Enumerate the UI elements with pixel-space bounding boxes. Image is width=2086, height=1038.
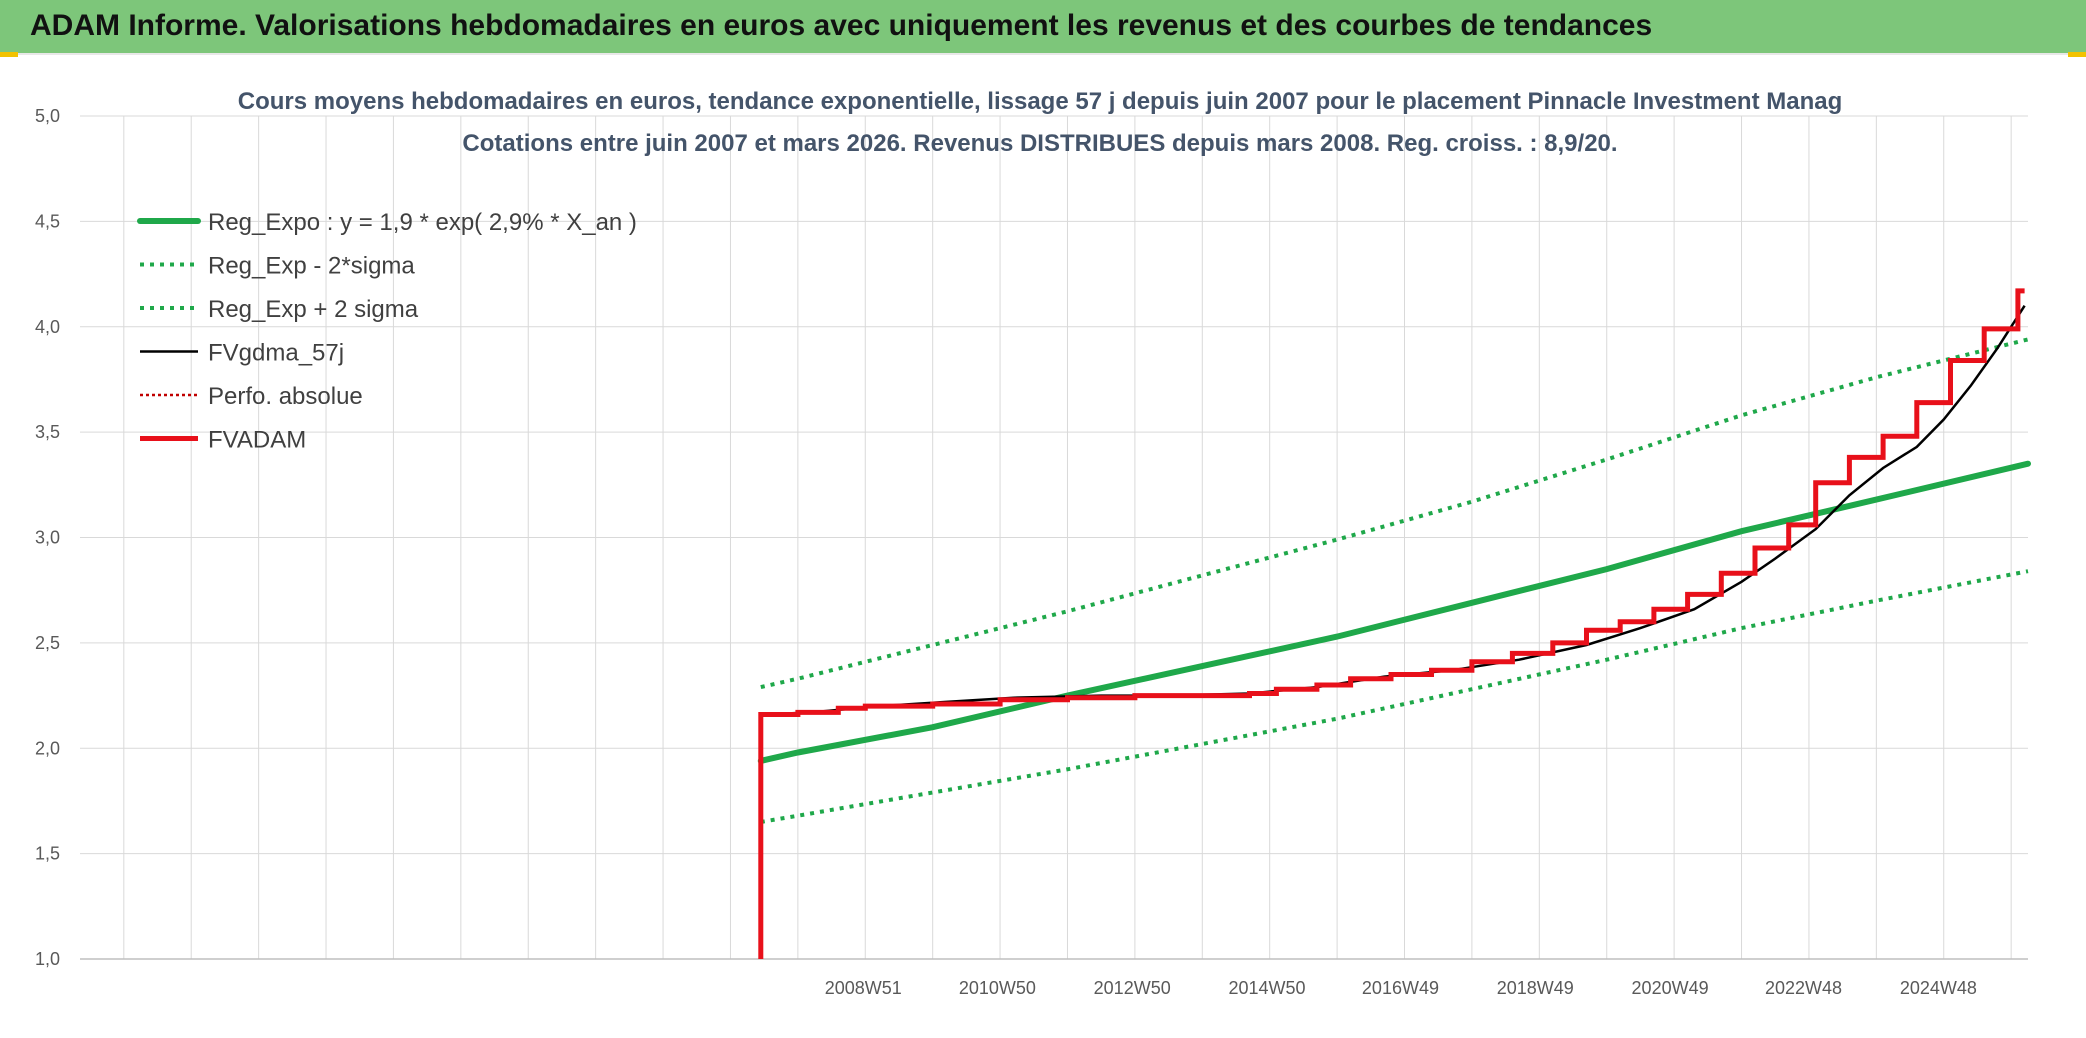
axes: 1,0 1,5 2,0 2,5 3,0 3,5 4,0 4,5 5,0 2008W51 2010W5…	[35, 106, 2028, 998]
legend-label: Reg_Exp + 2 sigma	[208, 296, 419, 323]
x-tick-label: 2008W51	[825, 978, 902, 998]
header-bar: ADAM Informe. Valorisations hebdomadaire…	[0, 0, 2086, 55]
x-tick-label: 2020W49	[1632, 978, 1709, 998]
legend-label: Reg_Expo : y = 1,9 * exp( 2,9% * X_an )	[208, 209, 637, 236]
legend-label: FVgdma_57j	[208, 340, 344, 367]
x-tick-label: 2018W49	[1497, 978, 1574, 998]
y-tick-label: 1,5	[35, 844, 60, 864]
x-tick-label: 2016W49	[1362, 978, 1439, 998]
series	[757, 288, 2031, 959]
y-tick-label: 2,5	[35, 633, 60, 653]
grid	[80, 115, 2028, 960]
page-title: ADAM Informe. Valorisations hebdomadaire…	[30, 9, 1653, 42]
y-tick-label: 4,5	[35, 211, 60, 231]
y-tick-label: 4,0	[35, 317, 60, 337]
series-line	[760, 337, 2029, 690]
x-tick-label: 2014W50	[1228, 978, 1305, 998]
x-tick-label: 2012W50	[1094, 978, 1171, 998]
y-tick-label: 3,0	[35, 528, 60, 548]
legend-label: Perfo. absolue	[208, 383, 363, 410]
x-tick-label: 2022W48	[1765, 978, 1842, 998]
chart-subtitle: Cotations entre juin 2007 et mars 2026. …	[462, 130, 1617, 157]
chart-area: 1,0 1,5 2,0 2,5 3,0 3,5 4,0 4,5 5,0 2008W51 2010W5…	[0, 57, 2086, 1038]
legend-label: FVADAM	[208, 427, 306, 454]
y-tick-label: 3,5	[35, 422, 60, 442]
x-tick-label: 2010W50	[959, 978, 1036, 998]
series-line	[757, 460, 2031, 764]
y-tick-label: 2,0	[35, 738, 60, 758]
corner-mark-left	[0, 52, 18, 58]
y-tick-label: 5,0	[35, 106, 60, 126]
chart-title: Cours moyens hebdomadaires en euros, ten…	[238, 88, 1843, 115]
legend-label: Reg_Exp - 2*sigma	[208, 253, 415, 280]
chart-svg: 1,0 1,5 2,0 2,5 3,0 3,5 4,0 4,5 5,0 2008W51 2010W5…	[0, 57, 2086, 1038]
corner-mark-right	[2068, 52, 2086, 58]
legend: Reg_Expo : y = 1,9 * exp( 2,9% * X_an ) R…	[137, 209, 637, 454]
x-tick-label: 2024W48	[1900, 978, 1977, 998]
series-line	[758, 288, 2025, 959]
y-tick-label: 1,0	[35, 949, 60, 969]
chart-background	[0, 57, 2086, 1038]
